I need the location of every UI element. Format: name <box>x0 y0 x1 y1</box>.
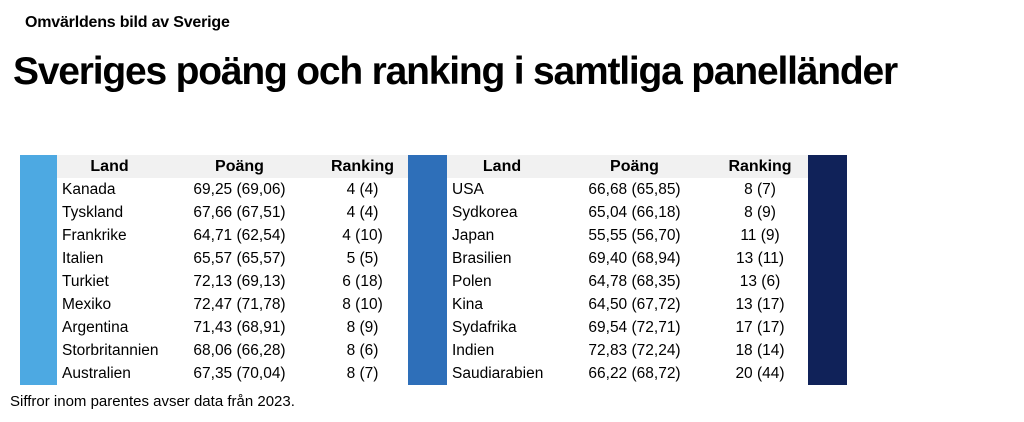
table-row: Kanada 69,25 (69,06) 4 (4) <box>57 178 408 201</box>
cell-land: Argentina <box>62 319 129 336</box>
cell-poang: 67,66 (67,51) <box>193 204 286 221</box>
middle-accent-bar <box>408 155 447 385</box>
table-row: Japan 55,55 (56,70) 11 (9) <box>447 224 808 247</box>
table-row: Tyskland 67,66 (67,51) 4 (4) <box>57 201 408 224</box>
cell-poang: 72,83 (72,24) <box>588 342 681 359</box>
table-header-row: Land Poäng Ranking <box>57 155 408 178</box>
cell-ranking: 13 (11) <box>736 250 784 267</box>
table-row: Kina 64,50 (67,72) 13 (17) <box>447 293 808 316</box>
column-header-land: Land <box>90 158 129 175</box>
page-title: Sveriges poäng och ranking i samtliga pa… <box>13 50 898 93</box>
cell-ranking: 8 (10) <box>342 296 383 313</box>
cell-ranking: 8 (9) <box>744 204 776 221</box>
table-row: Indien 72,83 (72,24) 18 (14) <box>447 339 808 362</box>
table-row: Brasilien 69,40 (68,94) 13 (11) <box>447 247 808 270</box>
cell-ranking: 4 (4) <box>346 204 379 221</box>
table-row: Italien 65,57 (65,57) 5 (5) <box>57 247 408 270</box>
cell-poang: 69,54 (72,71) <box>588 319 681 336</box>
cell-ranking: 8 (9) <box>346 319 379 336</box>
table-row: Mexiko 72,47 (71,78) 8 (10) <box>57 293 408 316</box>
cell-poang: 67,35 (70,04) <box>193 365 286 382</box>
cell-land: Polen <box>452 273 492 290</box>
table-row: Turkiet 72,13 (69,13) 6 (18) <box>57 270 408 293</box>
cell-ranking: 17 (17) <box>735 319 785 336</box>
table-row: Sydkorea 65,04 (66,18) 8 (9) <box>447 201 808 224</box>
cell-ranking: 18 (14) <box>735 342 785 359</box>
table-row: Storbritannien 68,06 (66,28) 8 (6) <box>57 339 408 362</box>
cell-land: Turkiet <box>62 273 109 290</box>
cell-land: Japan <box>452 227 495 244</box>
table-row: USA 66,68 (65,85) 8 (7) <box>447 178 808 201</box>
tables-area: Land Poäng Ranking Kanada 69,25 (69,06) 4 (4)… <box>0 155 1024 385</box>
cell-land: Frankrike <box>62 227 127 244</box>
cell-land: Sydafrika <box>452 319 517 336</box>
cell-ranking: 11 (9) <box>740 227 780 244</box>
cell-poang: 66,22 (68,72) <box>588 365 681 382</box>
cell-ranking: 8 (7) <box>744 181 776 198</box>
column-header-ranking: Ranking <box>728 158 792 175</box>
cell-poang: 64,71 (62,54) <box>193 227 286 244</box>
column-header-ranking: Ranking <box>330 158 395 175</box>
panel-table-left: Land Poäng Ranking Kanada 69,25 (69,06) 4 (4)… <box>57 155 408 385</box>
cell-ranking: 13 (6) <box>739 273 781 290</box>
cell-poang: 68,06 (66,28) <box>193 342 286 359</box>
cell-ranking: 4 (4) <box>346 181 379 198</box>
cell-ranking: 8 (7) <box>346 365 379 382</box>
table-row: Saudiarabien 66,22 (68,72) 20 (44) <box>447 362 808 385</box>
cell-land: Brasilien <box>452 250 512 267</box>
column-header-poang: Poäng <box>610 158 659 175</box>
cell-land: Mexiko <box>62 296 112 313</box>
table-row: Australien 67,35 (70,04) 8 (7) <box>57 362 408 385</box>
cell-land: Italien <box>62 250 104 267</box>
cell-land: Storbritannien <box>62 342 159 359</box>
cell-poang: 66,68 (65,85) <box>588 181 681 198</box>
column-header-poang: Poäng <box>215 158 264 175</box>
cell-land: Indien <box>452 342 495 359</box>
cell-poang: 55,55 (56,70) <box>588 227 681 244</box>
cell-land: Kanada <box>62 181 116 198</box>
cell-poang: 65,57 (65,57) <box>193 250 286 267</box>
cell-poang: 69,25 (69,06) <box>193 181 286 198</box>
left-accent-bar <box>20 155 57 385</box>
table-row: Frankrike 64,71 (62,54) 4 (10) <box>57 224 408 247</box>
table-header-row: Land Poäng Ranking <box>447 155 808 178</box>
cell-poang: 64,78 (68,35) <box>588 273 681 290</box>
cell-land: USA <box>452 181 484 198</box>
table-row: Polen 64,78 (68,35) 13 (6) <box>447 270 808 293</box>
footnote: Siffror inom parentes avser data från 20… <box>10 393 295 410</box>
cell-land: Australien <box>62 365 131 382</box>
cell-ranking: 4 (10) <box>342 227 383 244</box>
right-accent-bar <box>808 155 847 385</box>
cell-ranking: 20 (44) <box>735 365 785 382</box>
cell-land: Kina <box>452 296 484 313</box>
cell-ranking: 6 (18) <box>342 273 383 290</box>
cell-poang: 65,04 (66,18) <box>588 204 681 221</box>
cell-ranking: 5 (5) <box>346 250 379 267</box>
cell-poang: 71,43 (68,91) <box>193 319 286 336</box>
cell-ranking: 8 (6) <box>346 342 379 359</box>
cell-ranking: 13 (17) <box>735 296 785 313</box>
cell-poang: 69,40 (68,94) <box>588 250 681 267</box>
cell-poang: 72,47 (71,78) <box>193 296 286 313</box>
cell-land: Sydkorea <box>452 204 518 221</box>
cell-land: Tyskland <box>62 204 124 221</box>
panel-table-right: Land Poäng Ranking USA 66,68 (65,85) 8 (7) Syd… <box>447 155 808 385</box>
table-row: Sydafrika 69,54 (72,71) 17 (17) <box>447 316 808 339</box>
report-title: Omvärldens bild av Sverige <box>25 14 230 31</box>
table-row: Argentina 71,43 (68,91) 8 (9) <box>57 316 408 339</box>
cell-poang: 72,13 (69,13) <box>193 273 286 290</box>
cell-land: Saudiarabien <box>452 365 544 382</box>
cell-poang: 64,50 (67,72) <box>588 296 681 313</box>
column-header-land: Land <box>482 158 522 175</box>
